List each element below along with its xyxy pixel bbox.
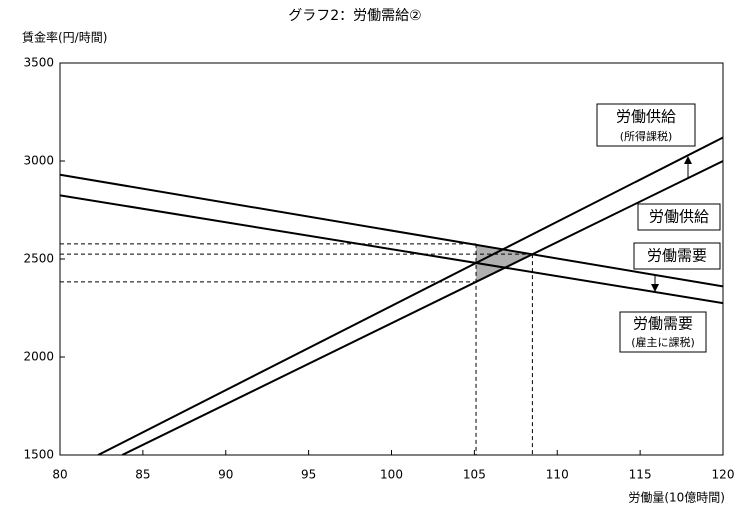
y-tick-label: 3000	[23, 154, 54, 168]
x-tick-label: 80	[52, 468, 67, 482]
label-box	[596, 103, 696, 147]
series-label: 労働供給	[616, 108, 676, 126]
tax-wedge	[476, 243, 533, 282]
plot-area	[60, 136, 723, 455]
series-sublabel: (所得課税)	[620, 129, 673, 143]
y-tick-label: 3500	[23, 56, 54, 70]
x-tick-label: 85	[135, 468, 150, 482]
series-line	[121, 160, 723, 455]
series-line	[60, 173, 723, 288]
arrow-head	[651, 284, 659, 292]
arrow-head	[684, 156, 692, 164]
label-box	[633, 242, 721, 270]
x-tick-label: 120	[712, 468, 735, 482]
x-axis-label: 労働量(10億時間)	[628, 491, 725, 505]
y-tick-label: 1500	[23, 448, 54, 462]
series-line	[60, 194, 723, 305]
chart-title: グラフ2：労働需給②	[288, 8, 421, 24]
series-sublabel: (雇主に課税)	[631, 335, 695, 349]
x-tick-label: 110	[546, 468, 569, 482]
y-axis-label: 賃金率(円/時間)	[22, 30, 107, 45]
x-tick-label: 95	[301, 468, 316, 482]
label-box	[637, 203, 721, 231]
x-tick-label: 90	[218, 468, 233, 482]
series-label: 労働需要	[647, 247, 707, 265]
series-line	[97, 136, 723, 455]
y-tick-label: 2500	[23, 252, 54, 266]
series-label: 労働供給	[649, 208, 709, 226]
x-tick-label: 100	[380, 468, 403, 482]
x-tick-label: 105	[463, 468, 486, 482]
y-tick-label: 2000	[23, 350, 54, 364]
label-box	[619, 311, 707, 353]
x-tick-label: 115	[629, 468, 652, 482]
series-label: 労働需要	[633, 315, 693, 333]
